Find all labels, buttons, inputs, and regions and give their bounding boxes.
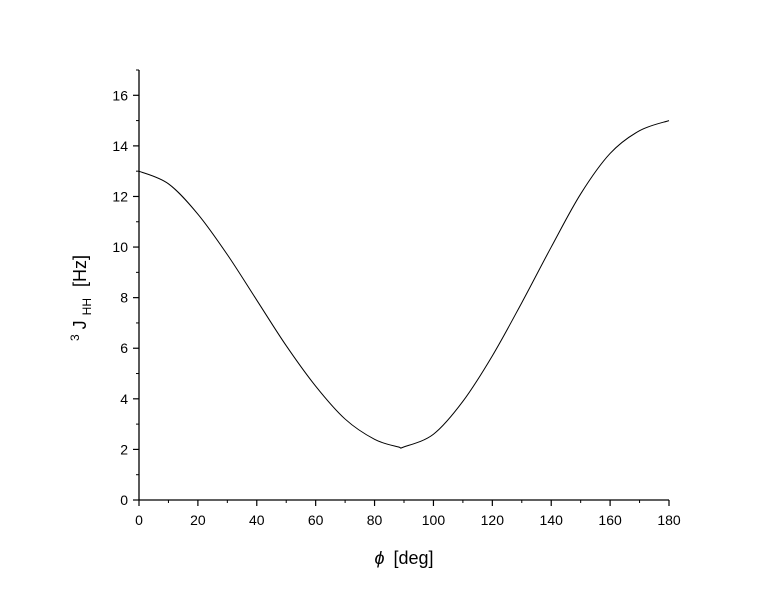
x-axis-title-unit: [deg] <box>393 548 433 568</box>
x-tick-label: 180 <box>657 512 681 528</box>
y-axis-title: 3 J HH [Hz] <box>63 255 95 341</box>
x-axis-title: ϕ [deg] <box>374 548 433 568</box>
y-tick-label: 10 <box>112 239 128 255</box>
x-axis-title-symbol: ϕ <box>374 548 384 568</box>
x-tick-label: 160 <box>598 512 622 528</box>
y-tick-label: 4 <box>120 391 128 407</box>
y-axis-title-superscript: 3 <box>68 334 82 341</box>
y-tick-label: 16 <box>112 87 128 103</box>
x-tick-label: 140 <box>540 512 564 528</box>
y-tick-label: 2 <box>120 441 128 457</box>
y-tick-label: 0 <box>120 492 128 508</box>
x-tick-label: 60 <box>308 512 324 528</box>
coupling-constant-curve <box>138 120 670 449</box>
y-tick-label: 8 <box>120 290 128 306</box>
x-tick-label: 120 <box>481 512 505 528</box>
axes: 0 20 40 60 80 100 120 140 160 180 0 2 4 6 8 10 12 14 16 <box>112 69 681 528</box>
x-tick-label: 40 <box>249 512 265 528</box>
x-tick-label: 20 <box>190 512 206 528</box>
x-tick-label: 100 <box>422 512 446 528</box>
y-tick-label: 14 <box>112 138 128 154</box>
x-tick-label: 0 <box>135 512 143 528</box>
y-tick-label: 12 <box>112 188 128 204</box>
series-layer <box>138 120 670 449</box>
x-tick-label: 80 <box>367 512 383 528</box>
y-tick-label: 6 <box>120 340 128 356</box>
axis-titles: ϕ [deg] 3 J HH [Hz] <box>63 255 434 568</box>
y-axis-title-subscript: HH <box>80 298 94 315</box>
y-axis-title-unit: [Hz] <box>70 255 90 287</box>
y-axis-title-base: J <box>70 320 90 329</box>
